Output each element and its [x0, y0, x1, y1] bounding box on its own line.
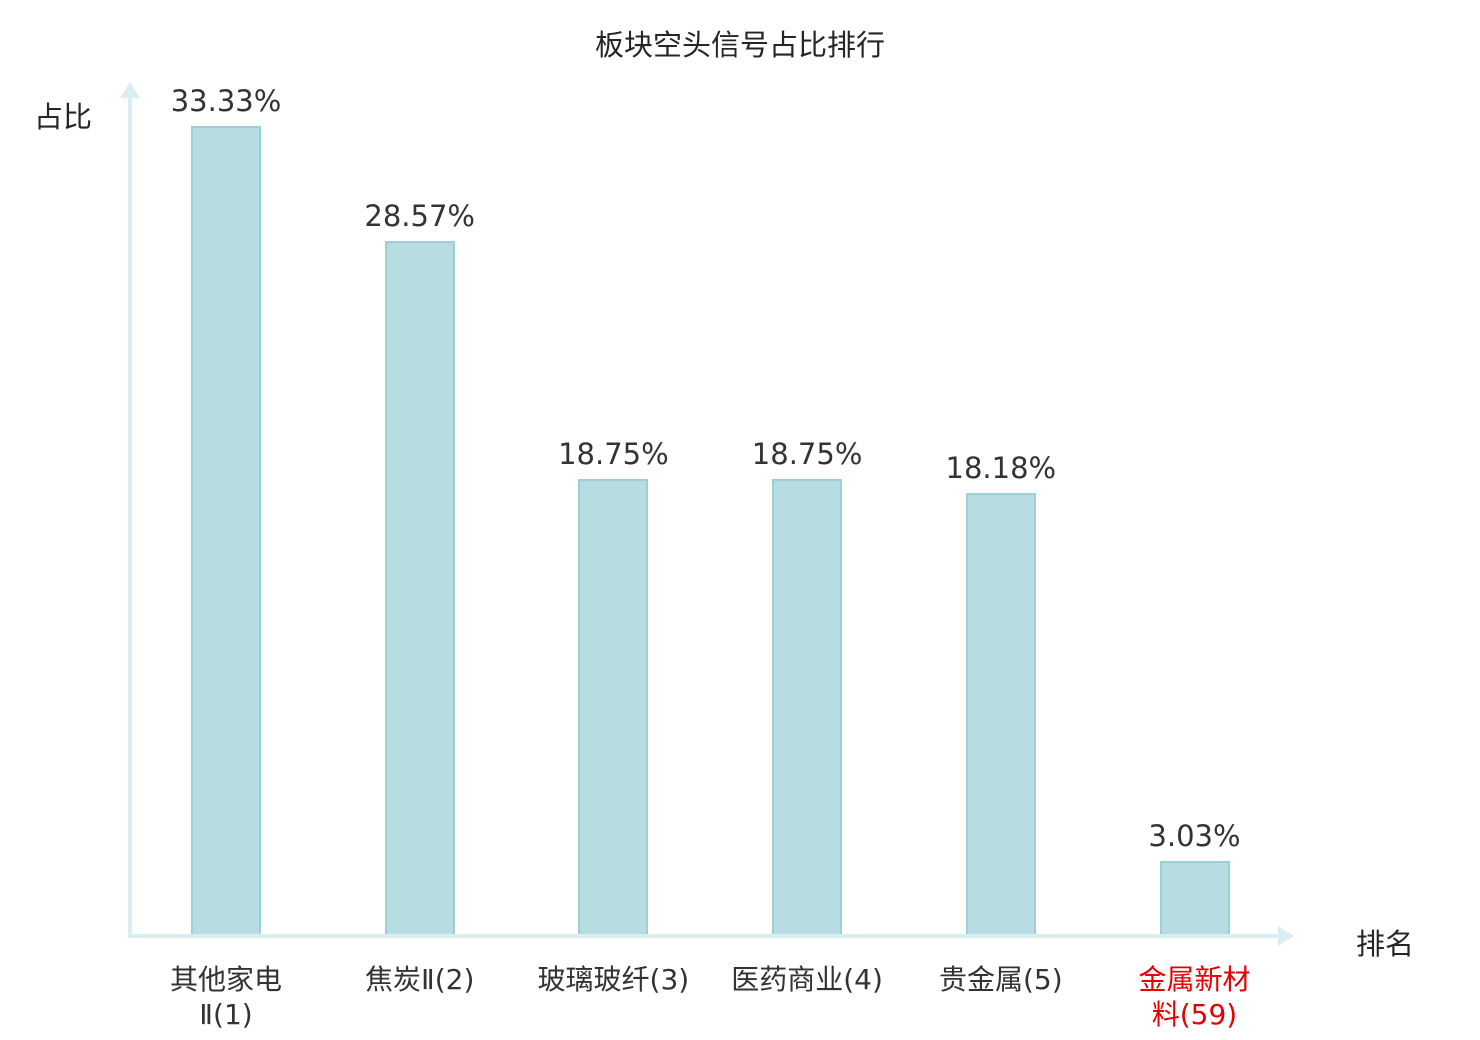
bar	[1159, 861, 1230, 934]
bar-value-label: 28.57%	[364, 199, 475, 233]
y-axis-arrow-icon	[120, 82, 140, 98]
bar-category-label: 贵金属(5)	[938, 963, 1063, 996]
y-axis-line	[128, 96, 132, 936]
bar	[191, 126, 261, 934]
bar-value-label: 18.75%	[751, 437, 863, 471]
bar	[578, 479, 649, 934]
bar-category-label: 其他家电 Ⅱ(1)	[169, 963, 282, 1031]
bar-value-label: 18.18%	[945, 451, 1057, 485]
bar	[384, 241, 455, 934]
bar-value-label: 3.03%	[1148, 819, 1241, 853]
y-axis-label: 占比	[34, 100, 93, 134]
bar-category-label: 医药商业(4)	[731, 963, 883, 996]
bar-value-label: 33.33%	[170, 84, 282, 118]
bar-category-label: 焦炭Ⅱ(2)	[364, 963, 475, 996]
bar-category-label: 金属新材 料(59)	[1138, 963, 1251, 1031]
x-axis-label: 排名	[1356, 927, 1415, 961]
bar-category-label: 玻璃玻纤(3)	[537, 963, 690, 996]
x-axis-line	[128, 934, 1280, 938]
chart-title: 板块空头信号占比排行	[594, 28, 885, 62]
bar	[965, 493, 1036, 934]
x-axis-arrow-icon	[1278, 926, 1294, 946]
bar-value-label: 18.75%	[558, 437, 669, 471]
bar	[772, 479, 843, 934]
